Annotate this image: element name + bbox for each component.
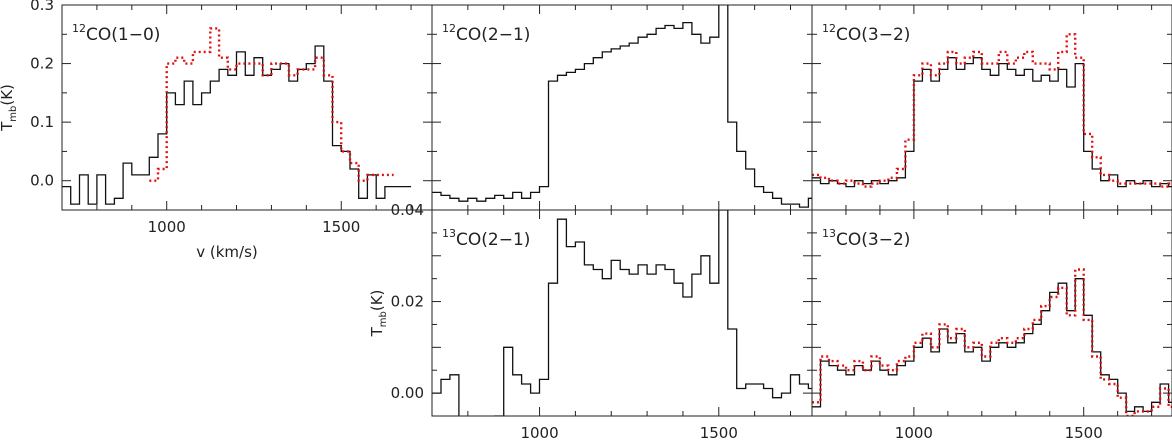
- panel-p6: 1000 1500 13CO(3−2): [811, 209, 1172, 442]
- panel-label-isotope: 13: [442, 227, 456, 240]
- y-axis-label: Tmb(K): [368, 290, 389, 338]
- series-solid-line: [812, 57, 1172, 188]
- y-tick-label: 0.02: [391, 293, 424, 311]
- y-tick-label: 0.0: [30, 172, 54, 190]
- panel-label-isotope: 12: [72, 22, 86, 35]
- y-tick-label: 0.2: [30, 55, 54, 73]
- panel-p2: 12CO(2−1): [431, 4, 813, 211]
- x-axis-label: v (km/s): [196, 243, 258, 261]
- series-solid-line: [432, 210, 812, 416]
- series-dotted-line: [812, 268, 1172, 416]
- series-solid-line: [432, 5, 812, 208]
- panel-frame: [811, 209, 1172, 417]
- y-axis-label-symbol: T: [0, 121, 16, 132]
- panel-label: 13CO(2−1): [442, 227, 530, 250]
- y-tick-label: 0.3: [30, 0, 54, 14]
- y-axis-label-unit: (K): [0, 84, 16, 106]
- y-tick-label: 0.00: [391, 384, 424, 402]
- x-tick-label: 1500: [700, 424, 738, 442]
- panel-label-isotope: 13: [822, 227, 836, 240]
- panel-label: 13CO(3−2): [822, 227, 910, 250]
- y-tick-label: 0.1: [30, 113, 54, 131]
- series-solid-line: [812, 278, 1172, 413]
- y-tick-label: 0.04: [391, 201, 424, 219]
- panel-label: 12CO(1−0): [72, 22, 160, 45]
- x-tick-label: 1000: [148, 218, 186, 236]
- panel-label-isotope: 12: [822, 22, 836, 35]
- panel-p1: 1000 1500 0.0 0.1 0.2 0.3 12CO(1−0) Tmb(K) v (km…: [0, 0, 433, 261]
- y-axis-label: Tmb(K): [0, 84, 19, 132]
- series-solid-line: [62, 45, 412, 205]
- panel-label-transition: CO(1−0): [86, 25, 160, 45]
- series-dotted-line: [149, 27, 394, 182]
- panel-label-transition: CO(2−1): [456, 230, 530, 250]
- panel-p3: 12CO(3−2): [811, 4, 1172, 211]
- panel-label: 12CO(3−2): [822, 22, 910, 45]
- x-tick-label: 1500: [1065, 424, 1103, 442]
- series-dotted-line: [812, 33, 1172, 188]
- y-axis-label-subscript: mb: [8, 106, 19, 122]
- x-tick-label: 1000: [895, 424, 933, 442]
- x-tick-label: 1500: [322, 218, 360, 236]
- y-axis-label-subscript: mb: [378, 311, 389, 327]
- x-tick-label: 1000: [520, 424, 558, 442]
- panel-label-transition: CO(2−1): [456, 25, 530, 45]
- panel-p5: 1000 1500 0.00 0.02 0.04 13CO(2−1) Tmb(K): [368, 201, 813, 442]
- panel-label-transition: CO(3−2): [836, 230, 910, 250]
- panel-label-transition: CO(3−2): [836, 25, 910, 45]
- y-axis-label-unit: (K): [368, 290, 386, 312]
- panel-label: 12CO(2−1): [442, 22, 530, 45]
- panel-label-isotope: 12: [442, 22, 456, 35]
- y-axis-label-symbol: T: [368, 326, 386, 337]
